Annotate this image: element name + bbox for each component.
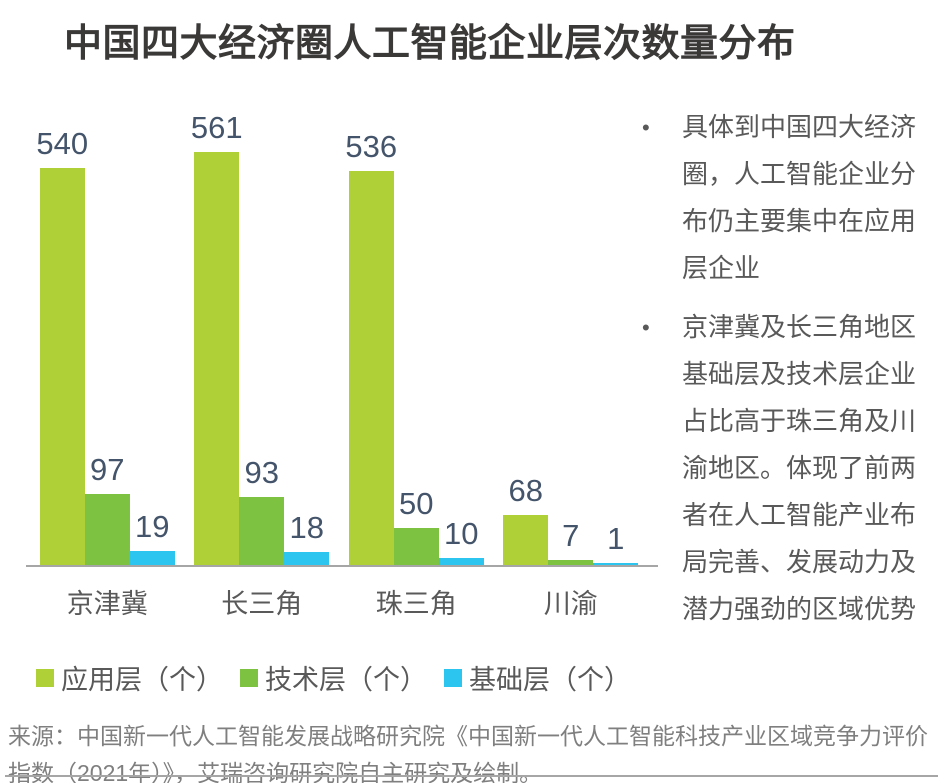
bar-wrap: 536 bbox=[345, 131, 397, 565]
bar-value-label: 68 bbox=[508, 473, 543, 509]
legend-item: 技术层（个） bbox=[240, 658, 427, 697]
bar-groups-container: 540 97 19 561 93 18 536 50 10 68 7 1 bbox=[30, 100, 648, 565]
bar bbox=[194, 152, 240, 565]
note-item: • 京津冀及长三角地区基础层及技术层企业占比高于珠三角及川渝地区。体现了前两者在… bbox=[638, 304, 938, 633]
bar bbox=[548, 560, 594, 565]
bar bbox=[284, 552, 330, 565]
bar-wrap: 7 bbox=[548, 518, 594, 565]
bullet-icon: • bbox=[642, 315, 650, 340]
bar bbox=[129, 551, 175, 565]
bar-value-label: 93 bbox=[244, 455, 279, 491]
legend-item: 应用层（个） bbox=[36, 658, 223, 697]
plot-area: 540 97 19 561 93 18 536 50 10 68 7 1 bbox=[26, 100, 658, 567]
bar-value-label: 540 bbox=[36, 126, 89, 162]
category-label: 川渝 bbox=[543, 589, 598, 619]
bar bbox=[348, 171, 394, 565]
legend-swatch-icon bbox=[36, 668, 54, 687]
bar-value-label: 1 bbox=[607, 521, 625, 557]
bar-wrap: 93 bbox=[239, 455, 285, 565]
bar-wrap: 561 bbox=[191, 112, 243, 565]
bar-wrap: 50 bbox=[393, 486, 439, 565]
notes-panel: • 具体到中国四大经济圈，人工智能企业分布仍主要集中在应用层企业 • 京津冀及长… bbox=[638, 104, 938, 645]
category-label: 珠三角 bbox=[375, 589, 457, 619]
bar-value-label: 19 bbox=[135, 509, 170, 545]
bar-value-label: 7 bbox=[562, 518, 580, 554]
bar-wrap: 540 bbox=[36, 128, 88, 565]
note-text: 京津冀及长三角地区基础层及技术层企业占比高于珠三角及川渝地区。体现了前两者在人工… bbox=[682, 312, 917, 624]
bar bbox=[39, 168, 85, 565]
bar-wrap: 1 bbox=[593, 521, 639, 565]
legend-label: 技术层（个） bbox=[265, 665, 427, 695]
bar-value-label: 10 bbox=[444, 516, 479, 552]
legend-label: 基础层（个） bbox=[469, 665, 631, 695]
bar-value-label: 50 bbox=[399, 486, 434, 522]
bar-wrap: 10 bbox=[438, 516, 484, 565]
x-axis-line bbox=[26, 565, 658, 567]
bar-value-label: 97 bbox=[90, 452, 125, 488]
bar-wrap: 19 bbox=[129, 509, 175, 565]
bar bbox=[438, 558, 484, 565]
bar bbox=[84, 494, 130, 565]
bar-wrap: 18 bbox=[284, 510, 330, 565]
bar-group: 540 97 19 bbox=[30, 128, 185, 565]
bar-wrap: 68 bbox=[503, 473, 549, 565]
legend-swatch-icon bbox=[240, 668, 258, 687]
bar-value-label: 18 bbox=[289, 510, 324, 546]
source-note: 来源：中国新一代人工智能发展战略研究院《中国新一代人工智能科技产业区域竞争力评价… bbox=[8, 723, 928, 783]
bottom-divider bbox=[5, 775, 938, 777]
bar-group: 561 93 18 bbox=[185, 112, 340, 565]
legend-swatch-icon bbox=[444, 668, 462, 687]
legend-item: 基础层（个） bbox=[444, 658, 631, 697]
bar bbox=[503, 515, 549, 565]
note-item: • 具体到中国四大经济圈，人工智能企业分布仍主要集中在应用层企业 bbox=[638, 104, 938, 292]
bar-value-label: 561 bbox=[190, 110, 243, 146]
legend: 应用层（个） 技术层（个） 基础层（个） bbox=[36, 658, 631, 697]
legend-label: 应用层（个） bbox=[61, 665, 223, 695]
note-text: 具体到中国四大经济圈，人工智能企业分布仍主要集中在应用层企业 bbox=[682, 112, 917, 283]
bar bbox=[593, 563, 639, 565]
bullet-icon: • bbox=[642, 115, 650, 140]
bar bbox=[393, 528, 439, 565]
bar-value-label: 536 bbox=[345, 129, 398, 165]
bar bbox=[239, 497, 285, 565]
bar-wrap: 97 bbox=[84, 452, 130, 565]
category-label: 长三角 bbox=[221, 589, 303, 619]
category-axis: 京津冀 长三角 珠三角 川渝 bbox=[30, 582, 648, 621]
chart-title: 中国四大经济圈人工智能企业层次数量分布 bbox=[64, 23, 796, 65]
category-label: 京津冀 bbox=[66, 589, 148, 619]
bar-group: 536 50 10 bbox=[339, 131, 494, 565]
bar-group: 68 7 1 bbox=[494, 475, 649, 565]
